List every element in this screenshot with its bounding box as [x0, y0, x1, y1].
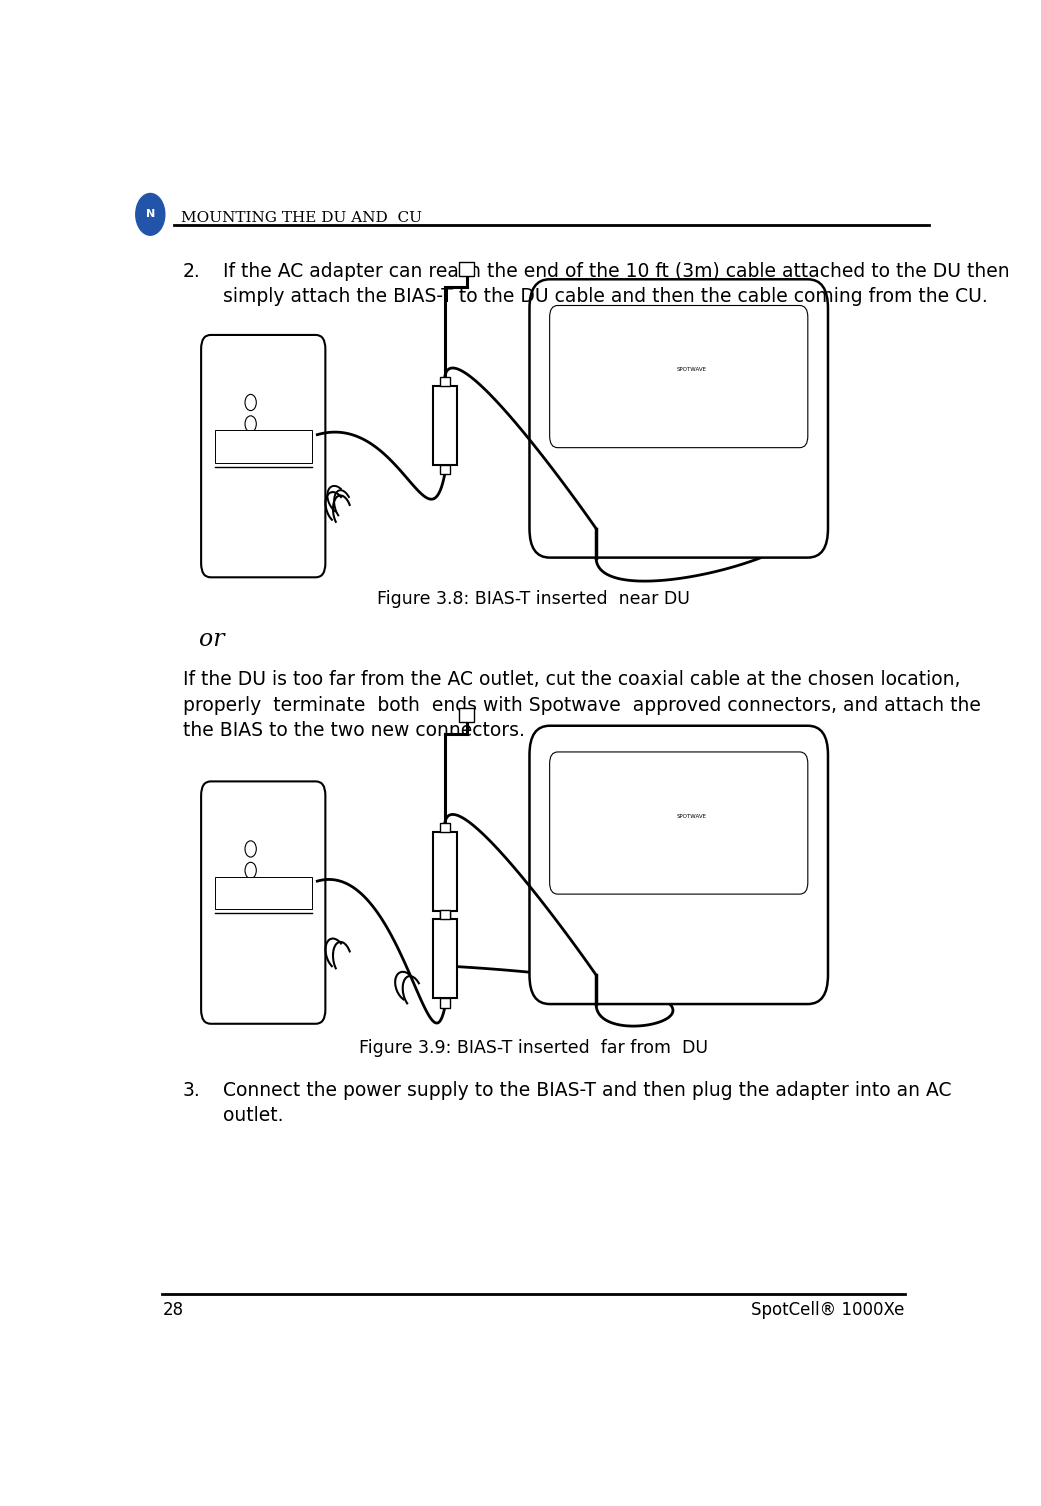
FancyBboxPatch shape: [201, 334, 326, 577]
Text: If the DU is too far from the AC outlet, cut the coaxial cable at the chosen loc: If the DU is too far from the AC outlet,…: [182, 670, 960, 690]
Bar: [214, 876, 311, 910]
Circle shape: [245, 863, 256, 878]
Bar: [459, 262, 474, 276]
Text: SPOTWAVE: SPOTWAVE: [677, 367, 707, 372]
Bar: [440, 910, 450, 919]
Text: SPOTWAVE: SPOTWAVE: [677, 813, 707, 819]
Text: SpotCell® 1000Xe: SpotCell® 1000Xe: [752, 1301, 905, 1319]
Bar: [440, 824, 450, 833]
Text: simply attach the BIAS-T to the DU cable and then the cable coming from the CU.: simply attach the BIAS-T to the DU cable…: [223, 288, 988, 306]
Text: 2.: 2.: [182, 262, 200, 282]
Bar: [433, 833, 457, 911]
Text: or: or: [199, 628, 224, 651]
Text: N: N: [146, 209, 155, 220]
FancyBboxPatch shape: [530, 279, 828, 557]
Bar: [440, 376, 450, 386]
Bar: [440, 911, 450, 920]
FancyBboxPatch shape: [530, 726, 828, 1005]
Bar: [440, 465, 450, 474]
Text: Figure 3.9: BIAS-T inserted  far from  DU: Figure 3.9: BIAS-T inserted far from DU: [359, 1039, 708, 1057]
FancyBboxPatch shape: [201, 782, 326, 1024]
Text: MOUNTING THE DU AND  CU: MOUNTING THE DU AND CU: [181, 211, 422, 224]
Text: 3.: 3.: [182, 1081, 200, 1099]
Bar: [433, 919, 457, 998]
Circle shape: [245, 416, 256, 432]
Bar: [214, 431, 311, 462]
Text: Figure 3.8: BIAS-T inserted  near DU: Figure 3.8: BIAS-T inserted near DU: [377, 590, 690, 608]
Bar: [433, 386, 457, 465]
Text: outlet.: outlet.: [223, 1105, 283, 1125]
Text: properly  terminate  both  ends with Spotwave  approved connectors, and attach t: properly terminate both ends with Spotwa…: [182, 696, 981, 714]
Text: Connect the power supply to the BIAS-T and then plug the adapter into an AC: Connect the power supply to the BIAS-T a…: [223, 1081, 951, 1099]
Bar: [459, 708, 474, 723]
Text: If the AC adapter can reach the end of the 10 ft (3m) cable attached to the DU t: If the AC adapter can reach the end of t…: [223, 262, 1010, 282]
Circle shape: [245, 840, 256, 857]
Text: the BIAS to the two new connectors.: the BIAS to the two new connectors.: [182, 721, 525, 739]
FancyBboxPatch shape: [550, 306, 808, 447]
FancyBboxPatch shape: [550, 751, 808, 895]
Circle shape: [245, 395, 256, 411]
Bar: [440, 998, 450, 1008]
Circle shape: [135, 193, 164, 235]
Text: 28: 28: [162, 1301, 183, 1319]
